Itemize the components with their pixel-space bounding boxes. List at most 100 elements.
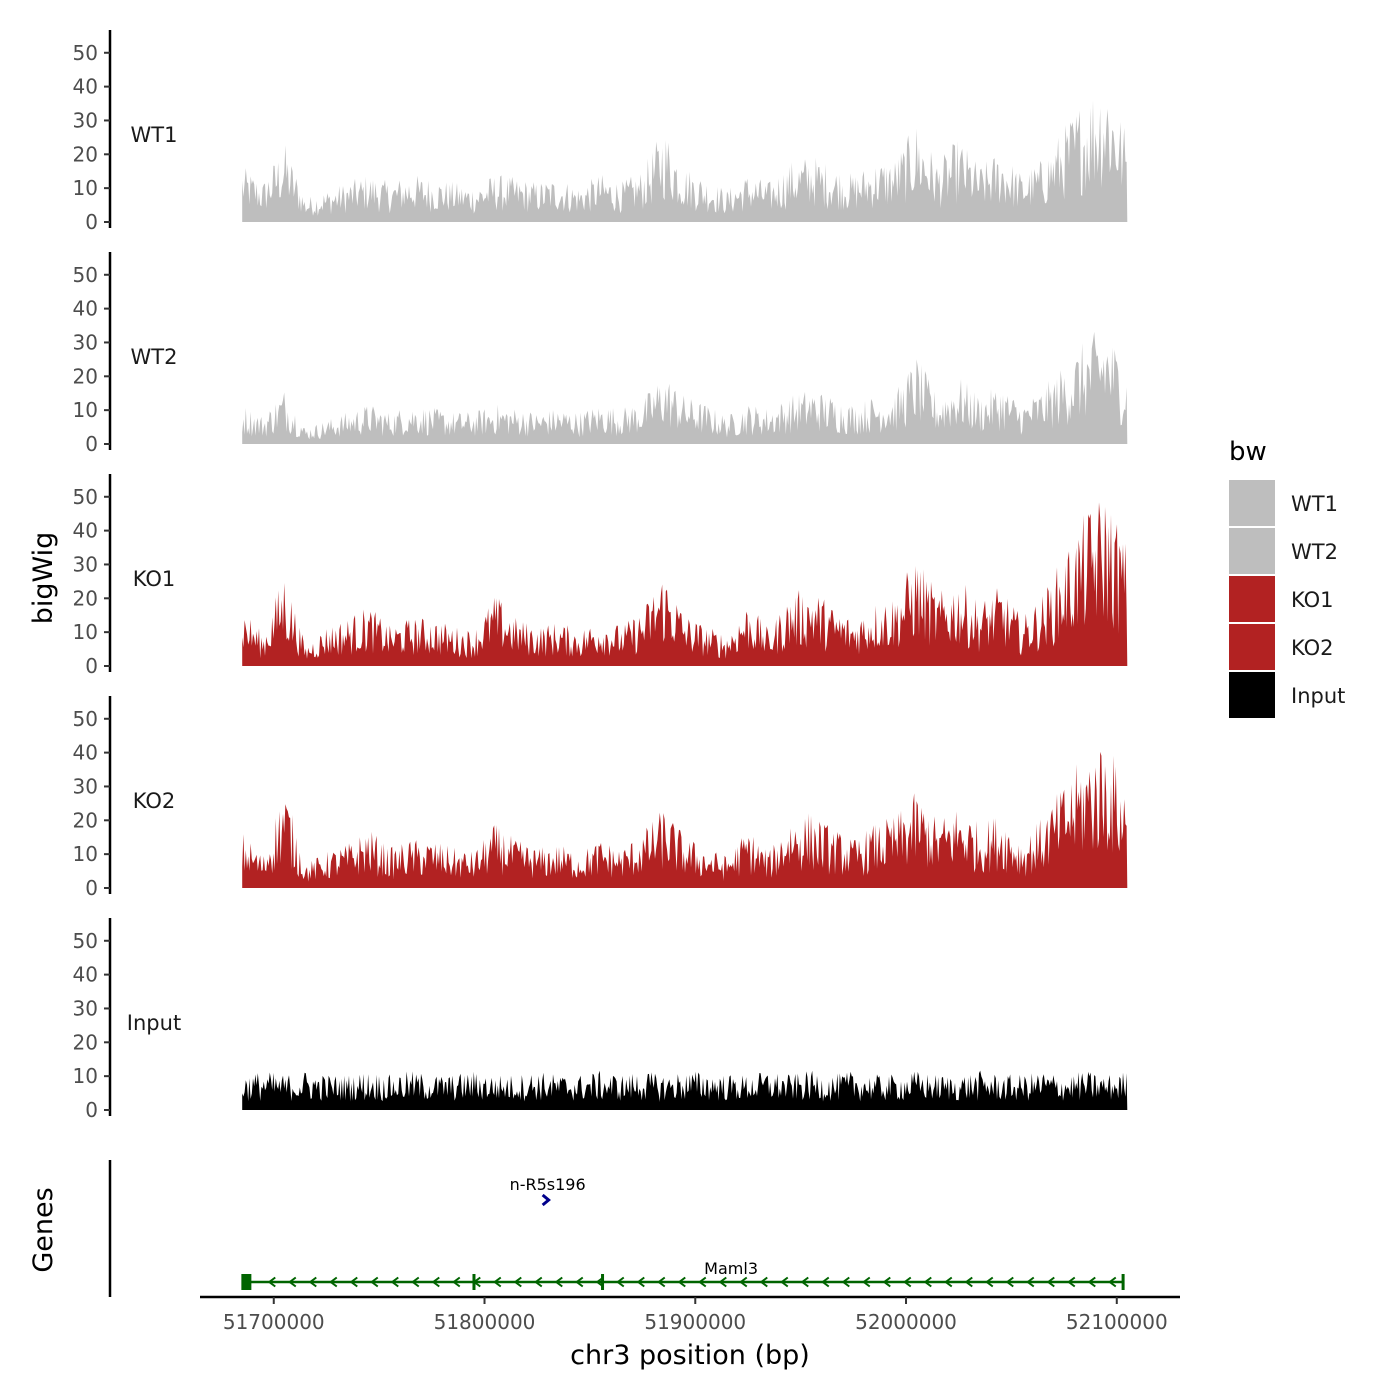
- y-tick-label: 30: [73, 330, 98, 354]
- y-tick-label: 10: [73, 1064, 98, 1088]
- gene-strand-arrow: [493, 1276, 502, 1288]
- y-tick-label: 20: [73, 1030, 98, 1054]
- legend-item-wt1: WT1: [1229, 480, 1338, 526]
- coverage-area-wt2: [242, 331, 1128, 444]
- gene-strand-arrow: [1046, 1276, 1055, 1288]
- y-tick-label: 40: [73, 75, 98, 99]
- legend-label: Input: [1291, 684, 1345, 708]
- track-ko2: 0 10 20 30 40 50 KO2: [73, 696, 1128, 900]
- y-tick-label: 10: [73, 176, 98, 200]
- y-tick-label: 50: [73, 41, 98, 65]
- gene-strand-arrow: [985, 1276, 994, 1288]
- coverage-area-input: [242, 1070, 1128, 1110]
- legend-label: KO2: [1291, 636, 1334, 660]
- coverage-area-ko1: [242, 502, 1128, 666]
- gene-strand-arrow: [534, 1276, 543, 1288]
- coverage-area-wt1: [242, 100, 1128, 222]
- y-tick-label: 10: [73, 398, 98, 422]
- y-tick-label: 0: [85, 654, 98, 678]
- gene-strand-arrow: [616, 1276, 625, 1288]
- gene-strand-arrow: [964, 1276, 973, 1288]
- legend-swatch: [1229, 576, 1275, 622]
- coverage-tracks: 0 10 20 30 40 50 WT1 0 10 20 30 40 50 WT2 0 10 20 30 40 50 K…: [73, 30, 1128, 1122]
- y-tick-label: 30: [73, 108, 98, 132]
- gene-strand-arrow: [541, 1193, 551, 1207]
- x-tick-label: 52100000: [1066, 1310, 1168, 1334]
- gene-exon: [472, 1274, 476, 1290]
- legend-swatch: [1229, 528, 1275, 574]
- gene-strand-arrow: [923, 1276, 932, 1288]
- gene-exon: [1121, 1274, 1125, 1290]
- x-tick-label: 51700000: [223, 1310, 325, 1334]
- gene-strand-arrow: [698, 1276, 707, 1288]
- y-tick-label: 0: [85, 1098, 98, 1122]
- gene-strand-arrow: [759, 1276, 768, 1288]
- gene-strand-arrow: [718, 1276, 727, 1288]
- gene-strand-arrow: [1108, 1276, 1117, 1288]
- legend-item-ko2: KO2: [1229, 624, 1334, 670]
- x-tick-label: 51800000: [434, 1310, 536, 1334]
- gene-strand-arrow: [513, 1276, 522, 1288]
- gene-strand-arrow: [862, 1276, 871, 1288]
- gene-track: n-R5s196 Maml3: [108, 1160, 1125, 1297]
- gene-strand-arrow: [677, 1276, 686, 1288]
- gene-strand-arrow: [841, 1276, 850, 1288]
- y-tick-label: 50: [73, 707, 98, 731]
- legend-title: bw: [1229, 437, 1267, 467]
- y-tick-label: 20: [73, 586, 98, 610]
- gene-strand-arrow: [329, 1276, 338, 1288]
- legend-item-input: Input: [1229, 672, 1345, 718]
- coverage-area-ko2: [242, 751, 1128, 888]
- gene-strand-arrow: [821, 1276, 830, 1288]
- y-axis-title: bigWig: [28, 532, 59, 625]
- gene-strand-arrow: [739, 1276, 748, 1288]
- x-axis: 51700000 51800000 51900000 52000000 52100000: [200, 1295, 1180, 1334]
- gene-label: n-R5s196: [510, 1175, 586, 1194]
- gene-strand-arrow: [267, 1276, 276, 1288]
- gene-strand-arrow: [452, 1276, 461, 1288]
- gene-strand-arrow: [1005, 1276, 1014, 1288]
- track-ko1: 0 10 20 30 40 50 KO1: [73, 474, 1128, 678]
- track-label: Input: [127, 1011, 181, 1035]
- legend-label: WT2: [1291, 540, 1338, 564]
- y-tick-label: 0: [85, 876, 98, 900]
- y-tick-label: 40: [73, 519, 98, 543]
- track-input: 0 10 20 30 40 50 Input: [73, 918, 1128, 1122]
- legend-label: WT1: [1291, 492, 1338, 516]
- gene-label: Maml3: [704, 1259, 758, 1278]
- track-wt2: 0 10 20 30 40 50 WT2: [73, 252, 1128, 456]
- y-tick-label: 0: [85, 432, 98, 456]
- track-wt1: 0 10 20 30 40 50 WT1: [73, 30, 1128, 234]
- legend-swatch: [1229, 672, 1275, 718]
- gene-strand-arrow: [1067, 1276, 1076, 1288]
- y-tick-label: 50: [73, 263, 98, 287]
- y-tick-label: 40: [73, 297, 98, 321]
- gene-strand-arrow: [882, 1276, 891, 1288]
- y-tick-label: 50: [73, 485, 98, 509]
- y-tick-label: 30: [73, 774, 98, 798]
- y-tick-label: 30: [73, 996, 98, 1020]
- legend-item-ko1: KO1: [1229, 576, 1334, 622]
- gene-exon: [241, 1274, 252, 1290]
- gene-strand-arrow: [308, 1276, 317, 1288]
- x-tick-label: 52000000: [855, 1310, 957, 1334]
- legend-swatch: [1229, 624, 1275, 670]
- gene-strand-arrow: [575, 1276, 584, 1288]
- gene-strand-arrow: [1026, 1276, 1035, 1288]
- gene-strand-arrow: [554, 1276, 563, 1288]
- gene-strand-arrow: [657, 1276, 666, 1288]
- gene-strand-arrow: [390, 1276, 399, 1288]
- y-tick-label: 10: [73, 842, 98, 866]
- y-tick-label: 40: [73, 741, 98, 765]
- genes-axis-title: Genes: [28, 1187, 59, 1272]
- gene-maml3: Maml3: [241, 1259, 1125, 1290]
- y-tick-label: 10: [73, 620, 98, 644]
- legend-swatch: [1229, 480, 1275, 526]
- gene-exon: [601, 1274, 605, 1290]
- track-label: WT1: [131, 123, 178, 147]
- gene-strand-arrow: [636, 1276, 645, 1288]
- y-tick-label: 20: [73, 142, 98, 166]
- gene-strand-arrow: [411, 1276, 420, 1288]
- gene-strand-arrow: [903, 1276, 912, 1288]
